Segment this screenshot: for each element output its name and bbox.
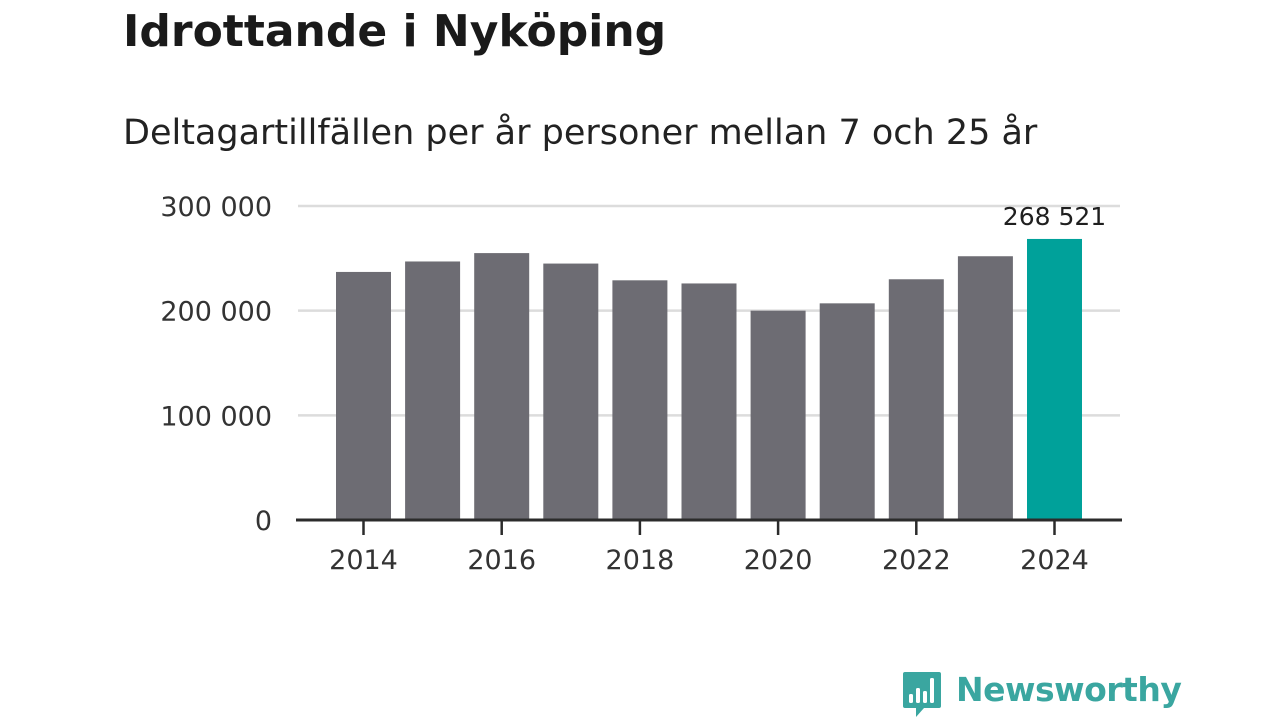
- bar-2015: [405, 261, 461, 520]
- y-tick-label: 200 000: [160, 297, 272, 328]
- data-label: 268 521: [1003, 202, 1106, 231]
- y-tick-labels: 0 100 000 200 000 300 000: [160, 192, 272, 537]
- x-tick-label: 2014: [329, 545, 398, 576]
- data-labels: 268 521: [1003, 202, 1106, 231]
- x-tick-label: 2024: [1020, 545, 1089, 576]
- y-tick-label: 300 000: [160, 192, 272, 223]
- bar-2017: [543, 263, 599, 520]
- x-axis: [296, 518, 1122, 535]
- x-tick-labels: 2014 2016 2018 2020 2022 2024: [329, 545, 1089, 576]
- bar-2021: [819, 303, 875, 520]
- bar-2023: [957, 256, 1013, 520]
- x-tick-label: 2016: [467, 545, 536, 576]
- bar-2024: [1027, 238, 1082, 521]
- bar-2016: [474, 253, 530, 520]
- y-tick-label: 100 000: [160, 401, 272, 432]
- chart-title: Idrottande i Nyköping: [123, 6, 667, 57]
- chart-subtitle: Deltagartillfällen per år personer mella…: [123, 113, 1038, 153]
- bar-2020: [750, 310, 806, 520]
- x-tick-label: 2022: [882, 545, 951, 576]
- x-tick-label: 2020: [744, 545, 813, 576]
- bar-2018: [612, 280, 668, 520]
- bar-chart-speech-bubble-icon: [903, 672, 941, 717]
- x-tick-label: 2018: [606, 545, 675, 576]
- bars: [336, 238, 1082, 521]
- bar-2022: [888, 279, 944, 520]
- logo-text: Newsworthy: [956, 670, 1182, 709]
- newsworthy-logo: Newsworthy: [902, 670, 1182, 720]
- y-tick-label: 0: [255, 506, 272, 537]
- bar-2019: [681, 283, 737, 520]
- bar-2014: [336, 271, 391, 520]
